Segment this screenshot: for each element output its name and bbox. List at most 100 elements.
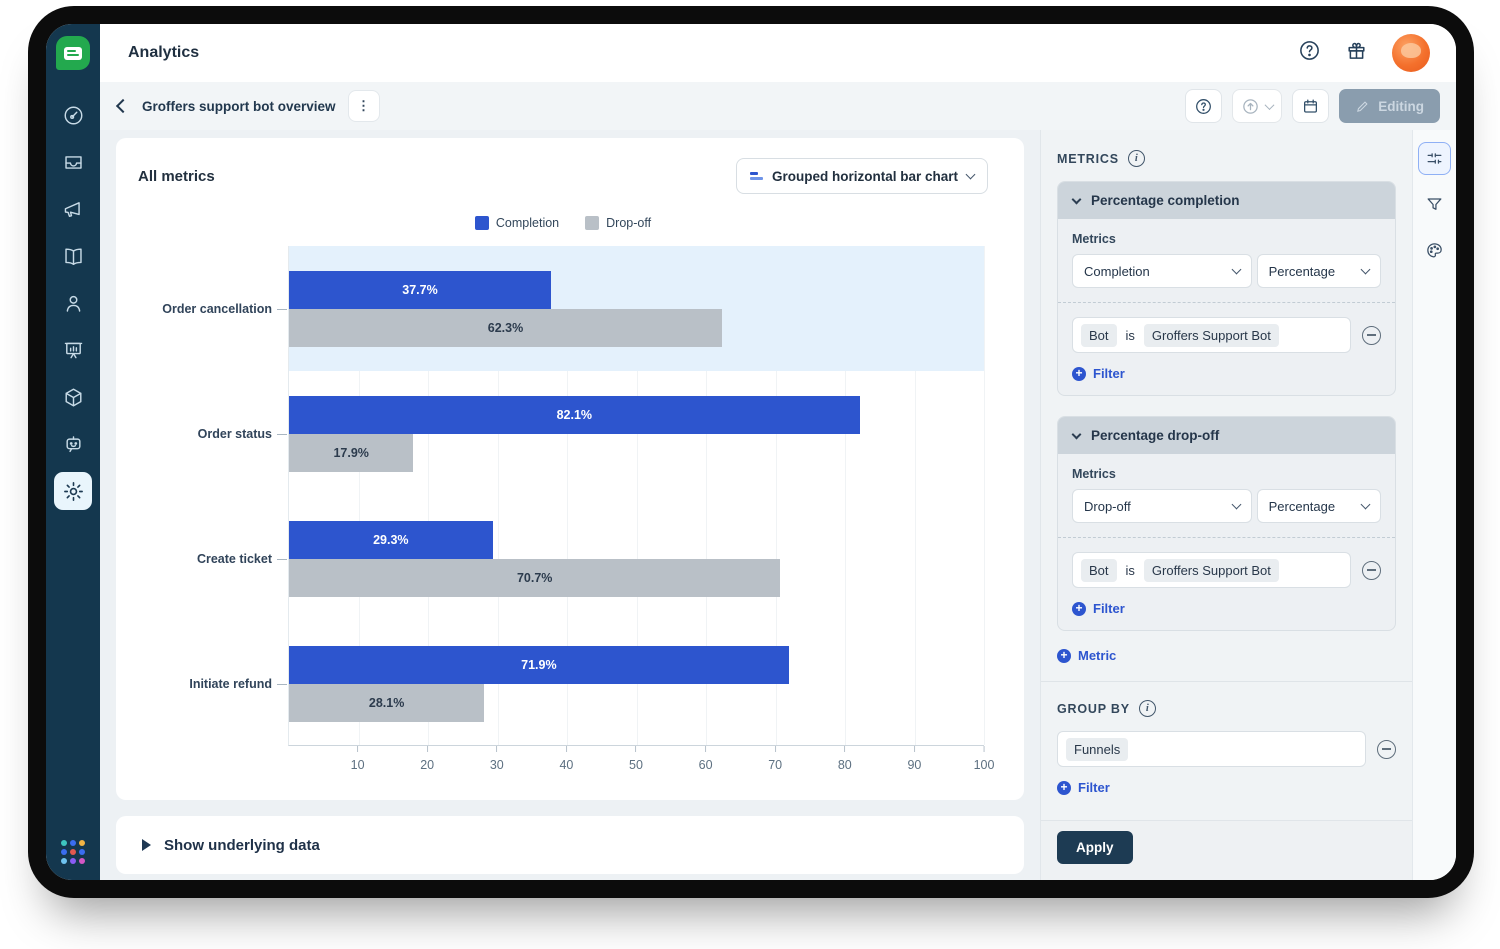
back-icon[interactable] xyxy=(115,98,131,114)
sidebar-item-contacts[interactable] xyxy=(54,284,92,322)
drop-off-bar[interactable]: 70.7% xyxy=(289,558,781,597)
completion-bar[interactable]: 29.3% xyxy=(289,520,493,559)
sidebar-item-knowledge-base[interactable] xyxy=(54,237,92,275)
drop-off-bar[interactable]: 28.1% xyxy=(289,683,485,722)
chevron-down-icon xyxy=(1231,499,1242,510)
completion-bar[interactable]: 82.1% xyxy=(289,395,860,434)
x-axis-tick: 100 xyxy=(974,746,994,772)
user-avatar[interactable] xyxy=(1392,34,1430,72)
category-tick xyxy=(277,433,287,435)
filter-tool[interactable] xyxy=(1418,188,1451,221)
metric-card-dropoff-header[interactable]: Percentage drop-off xyxy=(1058,417,1395,454)
category-label: Order cancellation xyxy=(162,301,272,316)
group-by-add-filter-link[interactable]: + Filter xyxy=(1057,780,1396,795)
editing-button[interactable]: Editing xyxy=(1339,89,1440,123)
remove-filter-icon[interactable] xyxy=(1362,325,1381,345)
sidebar-item-bot[interactable] xyxy=(54,425,92,463)
x-axis-tick: 30 xyxy=(490,746,504,772)
category-tick xyxy=(277,308,287,310)
bot-icon xyxy=(65,435,81,452)
app-logo[interactable] xyxy=(56,36,90,70)
legend-item-completion[interactable]: Completion xyxy=(474,216,559,230)
metric-card-completion-header[interactable]: Percentage completion xyxy=(1058,182,1395,219)
metrics-label: Metrics xyxy=(1072,232,1116,246)
group-by-input[interactable]: Funnels xyxy=(1057,731,1366,767)
x-axis-tick: 60 xyxy=(699,746,713,772)
chart-x-axis: 10 20 30 40 50 60 70 80 90 100 xyxy=(288,746,994,780)
x-axis-tick: 90 xyxy=(907,746,921,772)
filter-condition-input[interactable]: Bot is Groffers Support Bot xyxy=(1072,552,1351,588)
chevron-down-icon xyxy=(965,169,976,180)
completion-bar[interactable]: 37.7% xyxy=(289,270,551,309)
app-switcher[interactable] xyxy=(61,840,85,864)
group-by-value-chip[interactable]: Funnels xyxy=(1066,737,1129,761)
legend-item-dropoff[interactable]: Drop-off xyxy=(585,216,651,230)
toolbar-help-button[interactable] xyxy=(1185,89,1223,123)
sidebar-item-campaigns[interactable] xyxy=(54,190,92,228)
schedule-calendar-button[interactable] xyxy=(1292,89,1330,123)
add-filter-link[interactable]: + Filter xyxy=(1072,601,1381,616)
report-toolbar: Groffers support bot overview ⋮ Editing xyxy=(100,82,1456,130)
sidebar-item-dashboard[interactable] xyxy=(54,96,92,134)
settings-gear-icon xyxy=(63,481,83,501)
category-label: Initiate refund xyxy=(189,676,272,691)
group-by-info-icon[interactable]: i xyxy=(1138,700,1156,717)
campaigns-megaphone-icon xyxy=(64,201,80,217)
app-dot xyxy=(70,849,76,855)
chart-type-select[interactable]: Grouped horizontal bar chart xyxy=(735,158,988,194)
group-by-section: GROUP BY i Funnels + Fi xyxy=(1041,681,1412,795)
remove-filter-icon[interactable] xyxy=(1362,560,1381,580)
filter-condition-input[interactable]: Bot is Groffers Support Bot xyxy=(1072,317,1351,353)
gridline xyxy=(567,246,568,745)
gift-icon[interactable] xyxy=(1345,39,1368,67)
filter-value-chip[interactable]: Groffers Support Bot xyxy=(1143,558,1279,582)
app-dot xyxy=(61,849,67,855)
drop-off-bar[interactable]: 17.9% xyxy=(289,433,414,472)
dashboard-icon xyxy=(64,106,82,124)
funnel-icon xyxy=(1427,198,1442,210)
metric-card-completion: Percentage completion Metrics Completion… xyxy=(1057,181,1396,396)
gridline xyxy=(845,246,846,745)
more-options-button[interactable]: ⋮ xyxy=(347,90,380,122)
sidebar xyxy=(46,24,100,880)
top-header: Analytics xyxy=(100,24,1456,82)
add-filter-link[interactable]: + Filter xyxy=(1072,366,1381,381)
sidebar-item-inbox[interactable] xyxy=(54,143,92,181)
metrics-info-icon[interactable]: i xyxy=(1127,150,1145,167)
remove-group-by-icon[interactable] xyxy=(1377,739,1396,759)
help-icon[interactable] xyxy=(1298,39,1321,67)
sidebar-item-analytics[interactable] xyxy=(54,331,92,369)
add-metric-link[interactable]: + Metric xyxy=(1057,648,1396,663)
category-label: Order status xyxy=(197,426,272,441)
metric-select[interactable]: Completion xyxy=(1072,254,1252,288)
bar-chart-icon xyxy=(749,172,763,180)
palette-icon xyxy=(1427,243,1442,258)
filter-value-chip[interactable]: Groffers Support Bot xyxy=(1143,323,1279,347)
sidebar-item-integrations[interactable] xyxy=(54,378,92,416)
plus-icon: + xyxy=(1057,648,1071,663)
aggregation-select[interactable]: Percentage xyxy=(1256,489,1381,523)
filter-field-chip[interactable]: Bot xyxy=(1081,323,1117,347)
aggregation-select[interactable]: Percentage xyxy=(1256,254,1381,288)
gridline xyxy=(914,246,916,745)
filter-field-chip[interactable]: Bot xyxy=(1081,558,1117,582)
app-dot xyxy=(79,849,85,855)
chart-settings-tool[interactable] xyxy=(1418,142,1451,175)
chevron-down-icon xyxy=(1360,264,1371,275)
x-axis-tick: 40 xyxy=(559,746,573,772)
chart-card: All metrics Grouped horizontal bar chart… xyxy=(116,138,1024,800)
knowledge-book-icon xyxy=(64,247,82,265)
chart-group: Initiate refund 71.9% 28.1% xyxy=(189,621,984,746)
apply-button[interactable]: Apply xyxy=(1057,831,1133,864)
export-button[interactable] xyxy=(1232,89,1283,123)
gridline xyxy=(428,246,429,745)
drop-off-bar[interactable]: 62.3% xyxy=(289,308,722,347)
x-axis-tick: 80 xyxy=(838,746,852,772)
metric-select[interactable]: Drop-off xyxy=(1072,489,1252,523)
show-underlying-data[interactable]: Show underlying data xyxy=(116,816,1024,874)
sidebar-item-settings[interactable] xyxy=(54,472,92,510)
theme-tool[interactable] xyxy=(1418,234,1451,267)
config-panel: METRICS i Percentage completion Metrics xyxy=(1040,130,1412,880)
completion-bar[interactable]: 71.9% xyxy=(289,645,789,684)
collapse-chevron-icon xyxy=(1071,429,1082,439)
